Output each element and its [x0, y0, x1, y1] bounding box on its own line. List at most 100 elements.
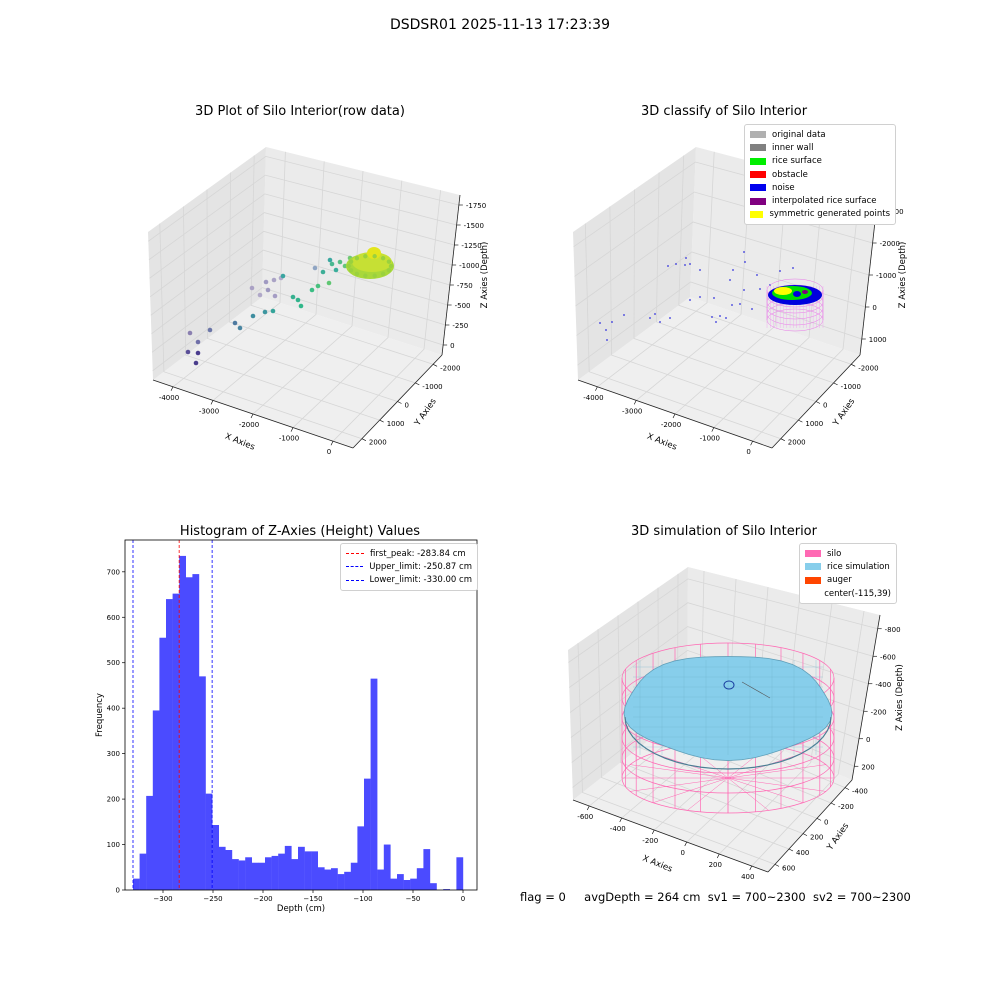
data-point: [195, 339, 201, 345]
silo-wireframe-spoke: [652, 777, 729, 803]
histogram-title: Histogram of Z-Axies (Height) Values: [179, 524, 421, 539]
data-point: [327, 257, 333, 263]
histogram-bar: [258, 862, 266, 890]
z-tick-label: 1000: [869, 336, 887, 344]
legend-item-center: center(-115,39): [805, 587, 891, 600]
legend-label: auger: [827, 575, 852, 586]
data-point: [250, 313, 256, 319]
noise-point: [685, 257, 687, 259]
noise-point: [623, 314, 625, 316]
legend-line: [346, 566, 364, 568]
floor-pane: [153, 297, 442, 448]
x-tick-label: -3000: [199, 407, 219, 415]
x-tick-mark: [633, 400, 637, 405]
y-axis-line: [352, 354, 443, 449]
y-axis-line: [767, 779, 853, 873]
z-tick-label: -500: [455, 302, 471, 310]
rice-point: [380, 271, 386, 277]
grid-line: [172, 151, 286, 388]
legend-swatch: [750, 131, 766, 139]
x-tick-label: -2000: [239, 421, 259, 429]
histogram-bar: [416, 868, 424, 890]
y-tick-label: -1000: [841, 383, 861, 391]
legend-item-upper-limit: Upper_limit: -250.87 cm: [346, 560, 472, 573]
x-tick-label: −200: [253, 895, 272, 903]
noise-point: [732, 269, 734, 271]
x-tick-label: 0: [327, 448, 331, 456]
y-tick-label: 1000: [805, 420, 823, 428]
y-tick-mark: [798, 419, 803, 423]
y-tick-label: 100: [107, 841, 120, 849]
z-tick-label: -1250: [461, 242, 481, 250]
x-tick-mark: [330, 441, 334, 446]
histogram-bar: [443, 889, 450, 890]
x-tick-label: −250: [203, 895, 222, 903]
noise-point: [779, 270, 781, 272]
z-tick-label: -600: [880, 653, 896, 661]
grid-line: [250, 155, 434, 365]
classify-plot-title: 3D classify of Silo Interior: [640, 104, 808, 119]
grid-line: [151, 268, 446, 353]
legend-item-original-data: original data: [750, 128, 890, 141]
histogram-bar: [251, 862, 259, 890]
legend-line: [346, 579, 364, 581]
z-axis-line: [441, 194, 461, 356]
noise-point: [751, 308, 753, 310]
histogram-bar: [370, 678, 378, 890]
floor-pane: [573, 710, 852, 872]
y-tick-mark: [432, 364, 438, 367]
x-axis-line: [577, 379, 773, 449]
z-tick-label: -2000: [880, 240, 900, 248]
legend-label: obstacle: [772, 169, 808, 180]
legend-label: rice surface: [772, 156, 822, 167]
data-point: [333, 267, 339, 273]
legend-swatch: [805, 550, 821, 558]
y-tick-mark: [361, 438, 367, 441]
y-tick-label: 0: [405, 402, 409, 410]
histogram-bar: [284, 845, 292, 890]
legend-item-rice-surface: rice surface: [750, 155, 890, 168]
y-tick-mark: [851, 364, 856, 367]
noise-point: [731, 304, 733, 306]
y-tick-mark: [397, 401, 402, 404]
noise-spot: [793, 291, 801, 297]
legend-label: Lower_limit: -330.00 cm: [369, 575, 472, 586]
noise-point: [689, 299, 691, 301]
y-tick-label: 700: [107, 568, 120, 576]
grid-line: [655, 172, 834, 384]
grid-line: [292, 180, 403, 428]
y-tick-label: -400: [852, 788, 868, 796]
y-tick-mark: [379, 419, 384, 423]
legend-label: rice simulation: [827, 561, 890, 572]
histogram-bar: [331, 868, 338, 890]
grid-line: [148, 155, 459, 242]
noise-point: [713, 297, 715, 299]
z-tick-label: -1000: [876, 272, 896, 280]
y-axis-line: [771, 354, 861, 449]
x-tick-mark: [250, 413, 254, 419]
histogram-legend: first_peak: -283.84 cm Upper_limit: -250…: [340, 543, 478, 591]
y-tick-label: 400: [796, 849, 809, 857]
histogram-bar: [238, 860, 246, 890]
legend-label: original data: [772, 129, 826, 140]
data-point: [232, 320, 238, 326]
histogram-bar: [139, 853, 147, 890]
y-tick-mark: [774, 864, 780, 867]
x-tick-label: -4000: [583, 394, 603, 402]
z-axis-line: [851, 614, 881, 781]
y-tick-label: 500: [107, 659, 120, 667]
x-tick-label: 200: [709, 861, 722, 869]
histogram-bar: [350, 862, 358, 890]
x-tick-label: -1000: [279, 435, 299, 443]
data-point: [263, 279, 269, 285]
grid-line: [617, 615, 804, 835]
legend-swatch: [805, 590, 818, 597]
noise-point: [715, 321, 717, 323]
z-tick-label: -400: [875, 681, 891, 689]
y-axis-label: Y Axies: [825, 821, 852, 853]
z-tick-label: -250: [452, 322, 468, 330]
histogram-bar: [344, 871, 351, 890]
histogram-bar: [430, 883, 437, 890]
grid-line: [597, 151, 715, 388]
grid-line: [183, 206, 380, 421]
